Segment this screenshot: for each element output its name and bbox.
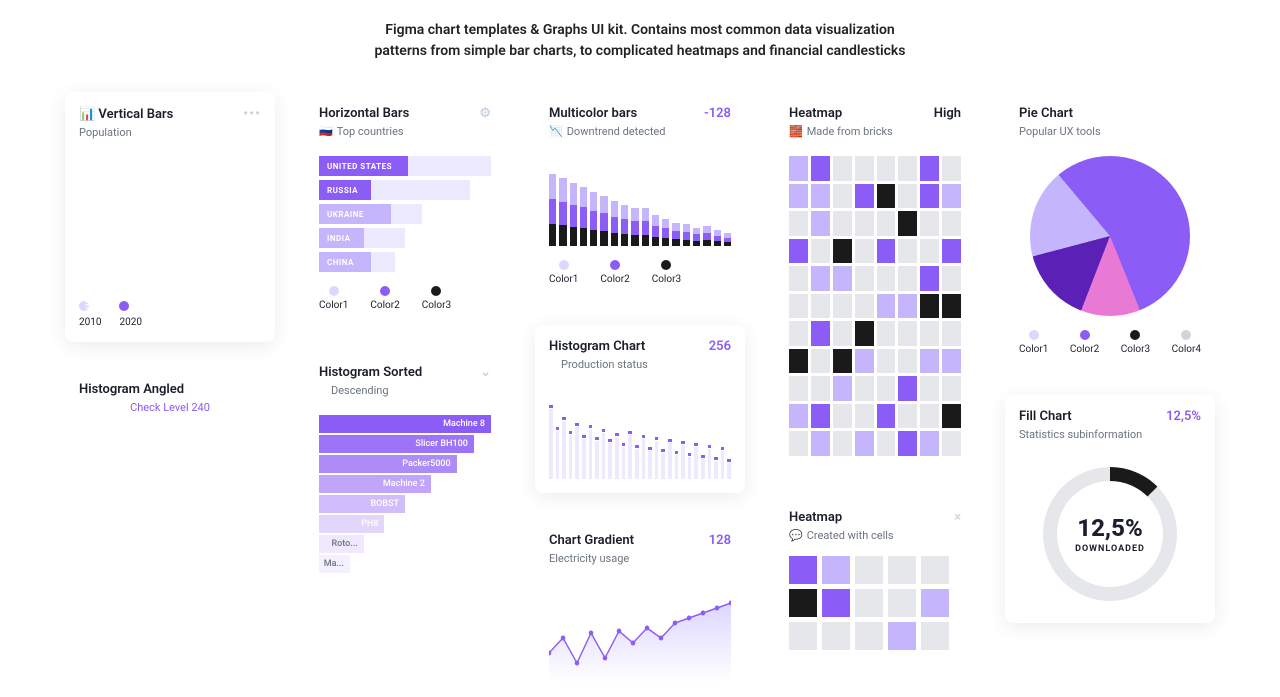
vertical-bars-title: 📊 Vertical Bars	[79, 107, 173, 122]
fill-chart-center-big: 12,5%	[1077, 514, 1143, 542]
more-icon[interactable]: •••	[243, 106, 261, 122]
fill-chart-title: Fill Chart	[1019, 409, 1072, 424]
histogram-angled-chart: 512240480360440640480360	[79, 432, 261, 572]
histogram-chart-title: Histogram Chart	[549, 339, 645, 354]
histogram-sorted-chart: Machine 8Slicer BH100Packer5000Machine 2…	[319, 415, 491, 573]
chart-gradient-subtitle: Electricity usage	[549, 552, 629, 565]
chart-gradient-title: Chart Gradient	[549, 533, 634, 548]
histogram-chart-card: Histogram Chart 256 Production status	[535, 325, 745, 493]
chart-gradient-value: 128	[709, 533, 731, 548]
chart-gradient-chart	[549, 583, 731, 683]
pie-chart-subtitle: Popular UX tools	[1019, 125, 1101, 138]
bricks-icon: 🧱	[789, 125, 803, 138]
heatmap-badge: High	[934, 106, 961, 121]
flag-icon: 🇷🇺	[319, 125, 333, 138]
histogram-angled-title: Histogram Angled	[79, 382, 184, 397]
vertical-bars-card: 📊 Vertical Bars ••• Population UNITED ST…	[65, 92, 275, 342]
multicolor-bars-value: -128	[704, 106, 731, 121]
horizontal-bars-card: Horizontal Bars ⚙ 🇷🇺 Top countries UNITED…	[305, 92, 505, 325]
histogram-sorted-subtitle: Descending	[331, 384, 389, 397]
fill-chart-donut: 12,5% DOWNLOADED	[1035, 459, 1185, 609]
histogram-sorted-card: Histogram Sorted ⌄ Descending Machine 8S…	[305, 351, 505, 589]
heatmap2-card: Heatmap × 💬 Created with cells	[775, 496, 975, 664]
pie-chart-card: Pie Chart Popular UX tools Color1Color2C…	[1005, 92, 1215, 369]
header-line2: patterns from simple bar charts, to comp…	[375, 43, 906, 59]
vertical-bars-subtitle: Population	[79, 126, 132, 139]
pie-chart-title: Pie Chart	[1019, 106, 1073, 121]
histogram-angled-card: Histogram Angled Check Level 240 5122404…	[65, 368, 275, 586]
heatmap-chart	[789, 156, 961, 456]
histogram-chart-value: 256	[709, 339, 731, 354]
horizontal-bars-title: Horizontal Bars	[319, 106, 409, 121]
fill-chart-card: Fill Chart 12,5% Statistics subinformati…	[1005, 395, 1215, 623]
horizontal-bars-subtitle: Top countries	[337, 125, 404, 138]
chart-gradient-card: Chart Gradient 128 Electricity usage	[535, 519, 745, 697]
heatmap-subtitle: Made from bricks	[807, 125, 893, 138]
multicolor-bars-card: Multicolor bars -128 📉 Downtrend detected…	[535, 92, 745, 299]
heatmap-title: Heatmap	[789, 106, 842, 121]
fill-chart-subtitle: Statistics subinformation	[1019, 428, 1142, 441]
histogram-chart	[549, 389, 731, 479]
pie-chart-legend: Color1Color2Color3Color4	[1019, 330, 1201, 355]
multicolor-bars-title: Multicolor bars	[549, 106, 637, 121]
chevron-down-icon[interactable]: ⌄	[480, 365, 491, 380]
horizontal-bars-chart: UNITED STATESRUSSIAUKRAINEINDIACHINA	[319, 156, 491, 272]
bar-chart-icon: 📊	[79, 107, 95, 122]
vertical-bars-legend: 20102020	[79, 301, 261, 328]
page-header: Figma chart templates & Graphs UI kit. C…	[320, 20, 960, 62]
multicolor-bars-legend: Color1Color2Color3	[549, 260, 731, 285]
multicolor-bars-chart	[549, 156, 731, 246]
downtrend-icon: 📉	[549, 125, 563, 138]
heatmap-card: Heatmap High 🧱 Made from bricks	[775, 92, 975, 470]
histogram-sorted-title: Histogram Sorted	[319, 365, 422, 380]
vertical-bars-chart: UNITED STATESRUSSIAUKRAINEINDIA	[79, 157, 261, 287]
fill-chart-center-small: DOWNLOADED	[1075, 544, 1145, 554]
gear-icon[interactable]: ⚙	[479, 106, 491, 121]
heatmap2-chart	[789, 556, 949, 650]
close-icon[interactable]: ×	[954, 510, 961, 525]
multicolor-bars-subtitle: Downtrend detected	[567, 125, 666, 138]
horizontal-bars-legend: Color1Color2Color3	[319, 286, 491, 311]
heatmap2-subtitle: Created with cells	[807, 529, 894, 542]
heatmap2-title: Heatmap	[789, 510, 842, 525]
histogram-angled-subtitle: Check Level 240	[130, 401, 210, 414]
pie-chart	[1030, 156, 1190, 316]
histogram-chart-subtitle: Production status	[561, 358, 648, 371]
header-line1: Figma chart templates & Graphs UI kit. C…	[385, 22, 894, 38]
fill-chart-value: 12,5%	[1166, 409, 1201, 424]
cells-icon: 💬	[789, 529, 803, 542]
